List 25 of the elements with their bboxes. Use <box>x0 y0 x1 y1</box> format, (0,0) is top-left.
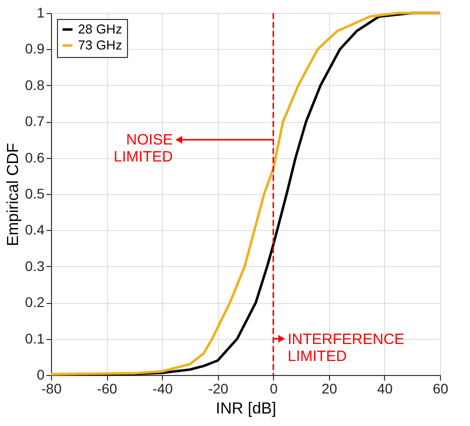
x-tick-label: 0 <box>270 380 278 396</box>
y-tick-label: 0 <box>36 366 45 382</box>
y-tick-label: 0.9 <box>25 40 45 57</box>
x-tick-label: -80 <box>41 380 62 396</box>
y-tick-label: 0.4 <box>25 222 45 238</box>
x-tick-label: 60 <box>432 380 448 396</box>
y-tick-label: 0.7 <box>25 113 45 130</box>
y-tick-label: 0.3 <box>25 258 45 274</box>
y-tick-label: 0.2 <box>25 294 45 310</box>
x-axis-title: INR [dB] <box>216 400 276 418</box>
x-tick-label: 20 <box>322 380 338 396</box>
y-axis-title: Empirical CDF <box>5 142 22 246</box>
y-tick-label: 0.8 <box>25 76 45 93</box>
y-tick-label: 0.6 <box>25 149 45 166</box>
x-tick-label: -20 <box>208 380 229 396</box>
y-tick-label: 0.5 <box>25 186 45 202</box>
x-tick-label: -40 <box>152 380 173 396</box>
y-tick-label: 0.1 <box>25 330 45 346</box>
legend-label: 73 GHz <box>78 38 122 52</box>
legend-label: 28 GHz <box>78 22 122 36</box>
x-tick-label: 40 <box>377 380 393 396</box>
annotation: NOISE LIMITED <box>114 132 173 166</box>
x-tick-label: -60 <box>96 380 118 396</box>
y-tick-label: 1 <box>36 4 45 20</box>
annotation: INTERFERENCE LIMITED <box>288 330 404 365</box>
